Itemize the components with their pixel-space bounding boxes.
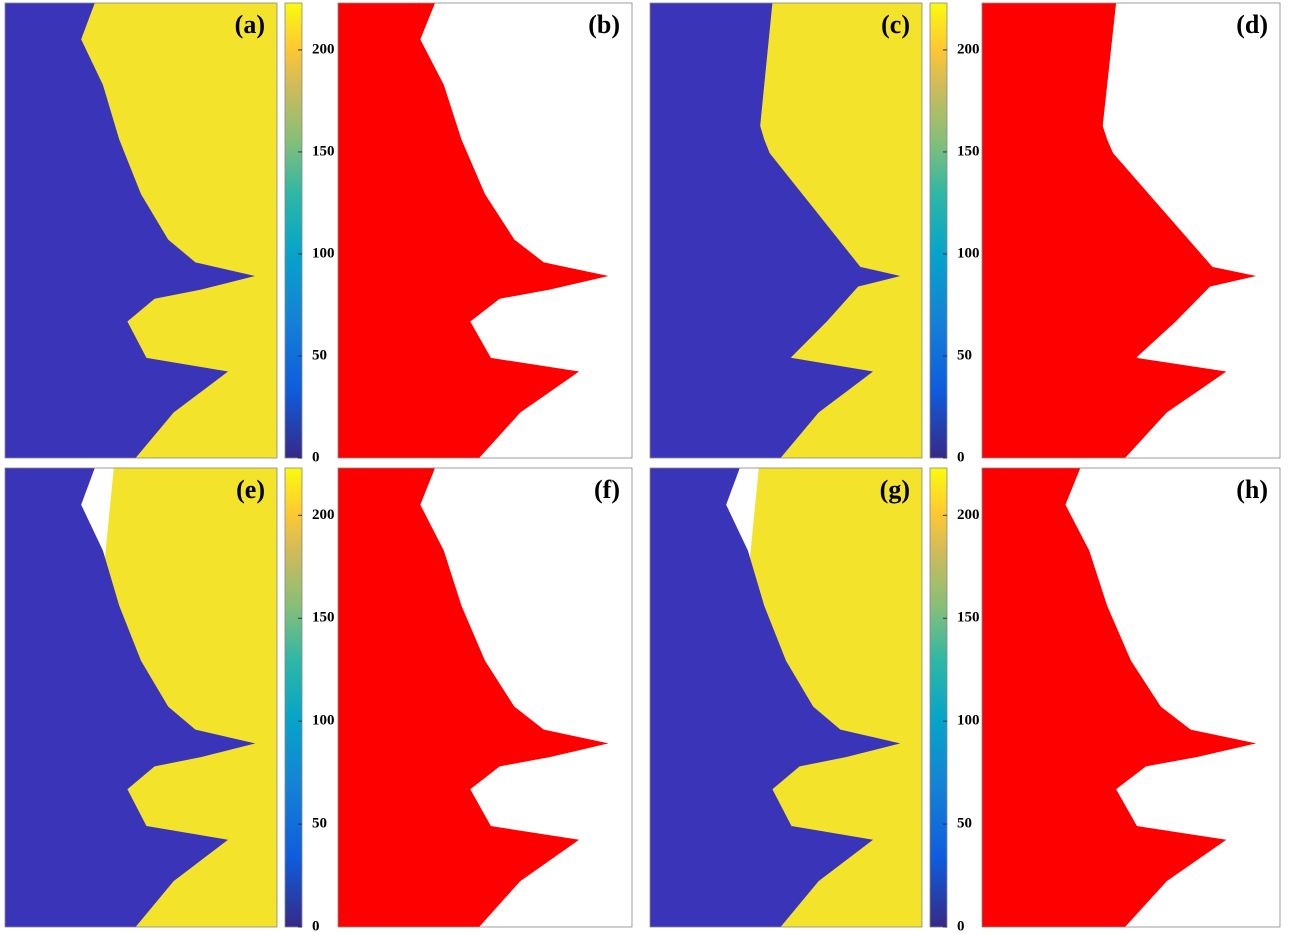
panel-image: [5, 468, 277, 927]
panel-image: [982, 468, 1280, 927]
panel: (b): [338, 3, 632, 458]
panel: (g): [650, 468, 922, 927]
colorbar-tick-label: 100: [312, 245, 335, 261]
colorbar-tick-label: 200: [312, 41, 335, 57]
colorbar-tick-label: 100: [957, 245, 980, 261]
panel-label: (d): [1236, 10, 1268, 39]
panel: (a): [5, 3, 277, 458]
colorbar-tick-label: 150: [957, 143, 980, 159]
panel-label: (h): [1236, 475, 1268, 504]
colorbar-tick-label: 150: [312, 143, 335, 159]
panel-image: [650, 3, 922, 458]
panel: (f): [338, 468, 632, 927]
colorbar-gradient: [930, 3, 947, 458]
colorbar-tick-label: 0: [312, 449, 320, 465]
colorbar-tick-label: 200: [312, 507, 335, 523]
panel-image: [338, 3, 632, 458]
colorbar-tick-label: 50: [312, 347, 327, 363]
panel-image: [5, 3, 277, 458]
colorbar-tick-label: 0: [312, 918, 320, 934]
colorbar: 0 50 100 150 200: [285, 468, 335, 934]
colorbar-tick-label: 200: [957, 41, 980, 57]
colorbar-tick-label: 50: [312, 816, 327, 832]
panel: (c): [650, 3, 922, 458]
colorbar: 0 50 100 150 200: [930, 468, 980, 934]
colorbar-tick-label: 50: [957, 347, 972, 363]
colorbar: 0 50 100 150 200: [285, 3, 335, 465]
colorbar-gradient: [285, 468, 302, 927]
panel: (e): [5, 468, 277, 927]
colorbar-gradient: [285, 3, 302, 458]
panel-image: [982, 3, 1280, 458]
colorbar-tick-label: 150: [957, 610, 980, 626]
colorbar-tick-label: 150: [312, 610, 335, 626]
colorbar: 0 50 100 150 200: [930, 3, 980, 465]
panel-label: (e): [236, 475, 265, 504]
colorbar-tick-label: 100: [957, 713, 980, 729]
panel-label: (a): [235, 10, 265, 39]
colorbar-tick-label: 0: [957, 918, 965, 934]
panel-label: (g): [880, 475, 910, 504]
colorbar-tick-label: 100: [312, 713, 335, 729]
figure: (a) (b) (c) (d) (e) (f) (g) (h) 0 50 100 150 200 0 50 1…: [0, 0, 1291, 934]
colorbar-tick-label: 50: [957, 816, 972, 832]
panel: (h): [982, 468, 1280, 927]
panel-label: (c): [881, 10, 910, 39]
panel-image: [650, 468, 922, 927]
panel: (d): [982, 3, 1280, 458]
panel-label: (f): [594, 475, 620, 504]
colorbar-gradient: [930, 468, 947, 927]
panel-label: (b): [588, 10, 620, 39]
colorbar-tick-label: 200: [957, 507, 980, 523]
panel-image: [338, 468, 632, 927]
colorbar-tick-label: 0: [957, 449, 965, 465]
